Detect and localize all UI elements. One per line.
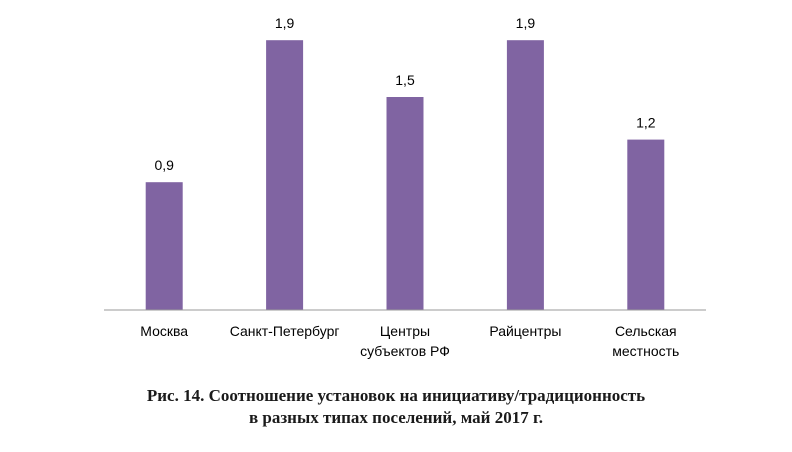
category-label-3: Райцентры <box>489 323 561 339</box>
category-label-4-line-0: Сельская <box>615 323 677 339</box>
category-label-1: Санкт-Петербург <box>230 323 340 339</box>
bars-group <box>145 40 665 310</box>
figure-caption-line-2: в разных типах поселений, май 2017 г. <box>248 408 544 427</box>
value-labels-group: 0,9 1,9 1,5 1,9 1,2 <box>154 15 655 173</box>
bar-1 <box>266 40 304 310</box>
category-label-2: Центры субъектов РФ <box>360 323 450 359</box>
value-label-1: 1,9 <box>275 15 295 31</box>
value-label-2: 1,5 <box>395 72 415 88</box>
bar-3 <box>506 40 544 310</box>
value-label-4: 1,2 <box>636 115 656 131</box>
value-label-3: 1,9 <box>516 15 536 31</box>
category-label-0-line-0: Москва <box>140 323 188 339</box>
category-label-4: Сельская местность <box>612 323 679 359</box>
bar-chart: 0,9 1,9 1,5 1,9 1,2 Москва Санкт-Петербург Цен… <box>104 15 706 359</box>
category-labels-group: Москва Санкт-Петербург Центры субъектов РФ Р… <box>140 323 679 359</box>
figure-caption-line-1: Рис. 14. Соотношение установок на инициа… <box>146 386 646 405</box>
bar-4 <box>627 139 665 310</box>
bar-2 <box>386 97 424 310</box>
category-label-0: Москва <box>140 323 188 339</box>
category-label-1-line-0: Санкт-Петербург <box>230 323 340 339</box>
category-label-3-line-0: Райцентры <box>489 323 561 339</box>
category-label-2-line-1: субъектов РФ <box>360 343 450 359</box>
bar-0 <box>145 182 183 310</box>
category-label-4-line-1: местность <box>612 343 679 359</box>
category-label-2-line-0: Центры <box>380 323 430 339</box>
value-label-0: 0,9 <box>154 157 174 173</box>
